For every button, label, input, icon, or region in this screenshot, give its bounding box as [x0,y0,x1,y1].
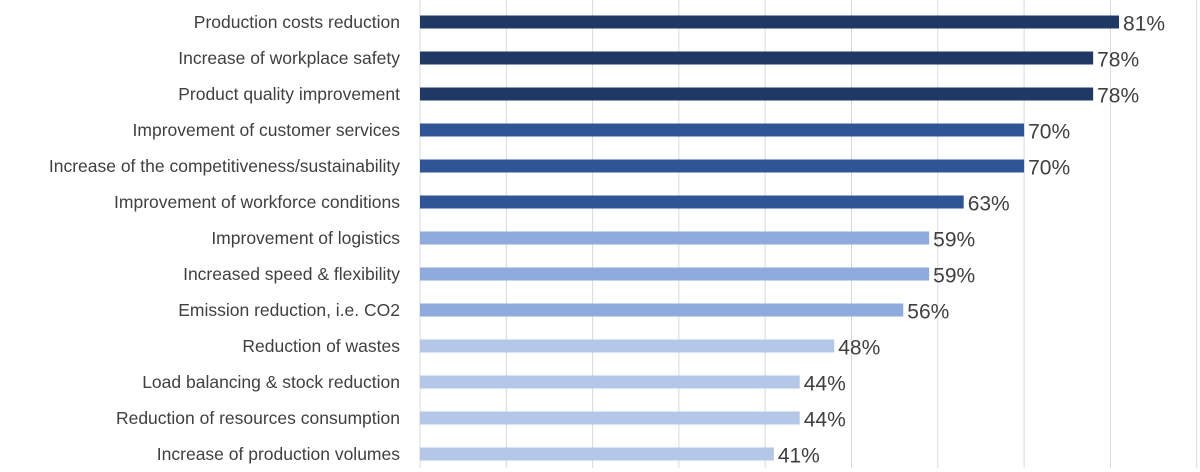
bar [420,51,1094,65]
bar [420,267,930,281]
data-label: 81% [1123,13,1165,36]
bar [420,339,835,353]
data-label: 70% [1028,121,1070,144]
bar [420,195,964,209]
category-label: Improvement of workforce conditions [114,192,400,212]
category-label: Emission reduction, i.e. CO2 [178,300,400,320]
bar [420,123,1025,137]
category-label: Increased speed & flexibility [183,264,400,284]
category-label: Improvement of logistics [211,228,400,248]
data-label: 48% [838,337,880,360]
category-label: Increase of production volumes [157,444,400,464]
category-label: Reduction of wastes [242,336,400,356]
data-label: 41% [778,445,820,468]
category-label: Load balancing & stock reduction [142,372,400,392]
bar [420,159,1025,173]
category-labels: Production costs reduction Increase of wo… [49,12,400,464]
category-label: Increase of workplace safety [178,48,400,68]
data-label: 78% [1097,85,1139,108]
bar [420,87,1094,101]
category-label: Production costs reduction [194,12,400,32]
bars [420,15,1120,461]
data-label: 63% [968,193,1010,216]
bar [420,231,930,245]
data-label: 59% [933,229,975,252]
category-label: Increase of the competitiveness/sustaina… [49,156,400,176]
bar [420,411,800,425]
data-label: 59% [933,265,975,288]
bar [420,375,800,389]
value-labels: 81% 78% 78% 70% 70% 63% 59% 59% 56% 48% 44% 44% 41% [778,13,1165,468]
data-label: 44% [804,373,846,396]
category-label: Product quality improvement [178,84,400,104]
data-label: 44% [804,409,846,432]
data-label: 70% [1028,157,1070,180]
bar [420,15,1120,29]
bar [420,447,774,461]
bar [420,303,904,317]
data-label: 56% [907,301,949,324]
data-label: 78% [1097,49,1139,72]
category-label: Reduction of resources consumption [116,408,400,428]
category-label: Improvement of customer services [133,120,401,140]
